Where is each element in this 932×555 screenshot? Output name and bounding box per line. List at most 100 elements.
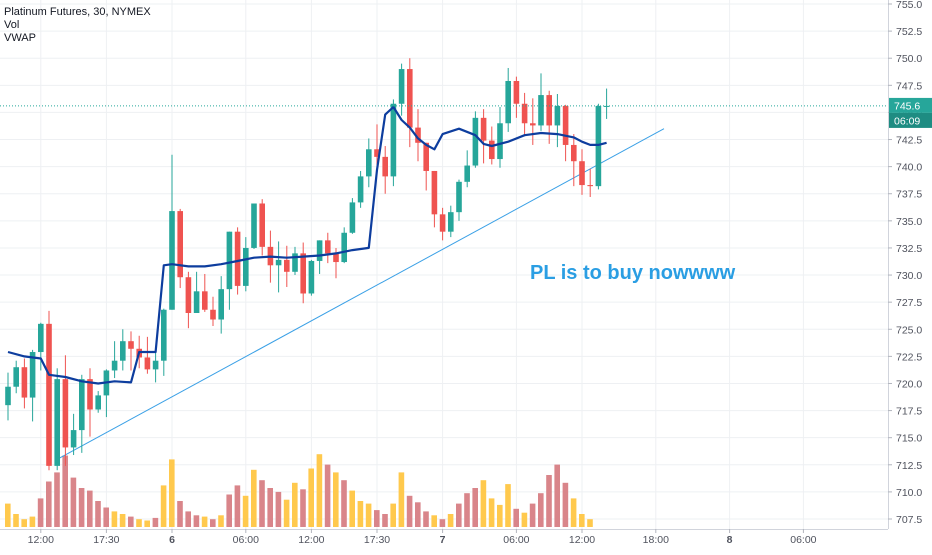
volume-bar[interactable]: [406, 495, 413, 527]
time-axis[interactable]: 12:00 17:30 6 06:00 12:00 17:30 7 06:00 12:00 18:…: [0, 529, 888, 550]
candle[interactable]: [603, 88, 610, 119]
candle[interactable]: [70, 413, 77, 456]
volume-bar[interactable]: [136, 519, 142, 527]
volume-bar[interactable]: [579, 514, 585, 527]
candle[interactable]: [169, 154, 175, 310]
volume-bar[interactable]: [275, 491, 282, 527]
volume-bar[interactable]: [570, 498, 577, 527]
candle[interactable]: [521, 92, 528, 137]
volume-bar[interactable]: [431, 515, 437, 527]
volume-bar[interactable]: [128, 516, 134, 527]
volume-bar[interactable]: [505, 484, 511, 527]
volume-bar[interactable]: [70, 477, 77, 527]
candle[interactable]: [587, 168, 593, 197]
volume-bar[interactable]: [218, 515, 224, 527]
volume-bar[interactable]: [587, 519, 593, 527]
candle[interactable]: [284, 245, 290, 287]
volume-bar[interactable]: [423, 511, 429, 527]
candle[interactable]: [308, 259, 315, 296]
volume-bar[interactable]: [267, 488, 273, 527]
candle[interactable]: [456, 179, 462, 221]
volume-bar[interactable]: [382, 514, 388, 527]
candle[interactable]: [202, 273, 208, 312]
candle[interactable]: [562, 104, 569, 162]
candle[interactable]: [144, 336, 151, 374]
candle[interactable]: [177, 208, 183, 289]
candle[interactable]: [530, 98, 536, 145]
candle[interactable]: [349, 198, 356, 234]
volume-bar[interactable]: [201, 516, 208, 527]
volume-bar[interactable]: [111, 511, 118, 527]
volume-bar[interactable]: [169, 459, 175, 527]
volume-bar[interactable]: [357, 501, 364, 527]
candle[interactable]: [300, 242, 306, 304]
candle[interactable]: [292, 246, 298, 276]
volume-bar[interactable]: [300, 489, 306, 527]
candle[interactable]: [251, 203, 257, 250]
volume-bar[interactable]: [62, 455, 68, 528]
vwap-line[interactable]: [7, 105, 607, 385]
candle[interactable]: [13, 360, 19, 394]
candle[interactable]: [62, 355, 69, 466]
legend-vwap-label[interactable]: VWAP: [4, 32, 36, 44]
candle[interactable]: [431, 170, 438, 228]
candle[interactable]: [513, 76, 520, 118]
candle[interactable]: [316, 240, 323, 274]
candle[interactable]: [464, 150, 470, 188]
volume-bar[interactable]: [390, 503, 396, 527]
candle[interactable]: [128, 331, 134, 371]
candle[interactable]: [595, 103, 602, 190]
candle[interactable]: [29, 349, 36, 422]
volume-bar[interactable]: [349, 490, 355, 527]
candle[interactable]: [554, 93, 561, 148]
volume-bar[interactable]: [37, 498, 44, 527]
candle[interactable]: [398, 63, 405, 116]
candle[interactable]: [448, 205, 454, 238]
volume-bar[interactable]: [54, 472, 60, 527]
volume-bar[interactable]: [316, 454, 323, 527]
volume-bar[interactable]: [415, 502, 421, 527]
candle[interactable]: [275, 241, 282, 293]
legend-symbol-title[interactable]: Platinum Futures, 30, NYMEX: [4, 6, 151, 18]
candle[interactable]: [38, 322, 44, 371]
volume-bar[interactable]: [529, 503, 536, 527]
chart-annotation-text[interactable]: PL is to buy nowwww: [530, 262, 736, 284]
candle[interactable]: [390, 99, 397, 187]
volume-bar[interactable]: [447, 514, 454, 527]
candle[interactable]: [54, 368, 60, 471]
candle[interactable]: [423, 142, 429, 191]
volume-bar[interactable]: [333, 472, 339, 527]
candle[interactable]: [259, 199, 265, 256]
volume-bar[interactable]: [185, 511, 191, 527]
volume-bar[interactable]: [242, 495, 249, 527]
volume-bar[interactable]: [152, 517, 159, 527]
price-axis[interactable]: 707.5 710.0 712.5 715.0 717.5 720.0 722.5 725.0…: [888, 0, 932, 550]
candle[interactable]: [415, 109, 421, 162]
candle[interactable]: [480, 109, 487, 164]
volume-bar[interactable]: [46, 481, 52, 528]
candle[interactable]: [439, 207, 446, 241]
candle[interactable]: [374, 124, 380, 170]
volume-bar[interactable]: [259, 480, 265, 527]
candle[interactable]: [111, 341, 118, 379]
candle[interactable]: [210, 296, 216, 327]
current-price-badge[interactable]: 745.6 06:09: [889, 97, 932, 128]
candle[interactable]: [325, 232, 331, 264]
volume-bar[interactable]: [308, 468, 314, 528]
volume-bar[interactable]: [341, 480, 347, 527]
candle[interactable]: [538, 73, 544, 131]
volume-bar[interactable]: [103, 507, 109, 528]
volume-bar[interactable]: [480, 480, 487, 527]
volume-bar[interactable]: [193, 515, 200, 527]
candle[interactable]: [571, 134, 577, 187]
candle[interactable]: [243, 237, 249, 292]
candle[interactable]: [218, 276, 224, 334]
candle[interactable]: [407, 58, 413, 148]
candle[interactable]: [366, 138, 372, 188]
legend-vol-label[interactable]: Vol: [4, 19, 20, 31]
candle[interactable]: [103, 369, 110, 418]
candle[interactable]: [472, 111, 479, 168]
volume-bar[interactable]: [234, 485, 241, 527]
volume-bar[interactable]: [95, 501, 101, 527]
